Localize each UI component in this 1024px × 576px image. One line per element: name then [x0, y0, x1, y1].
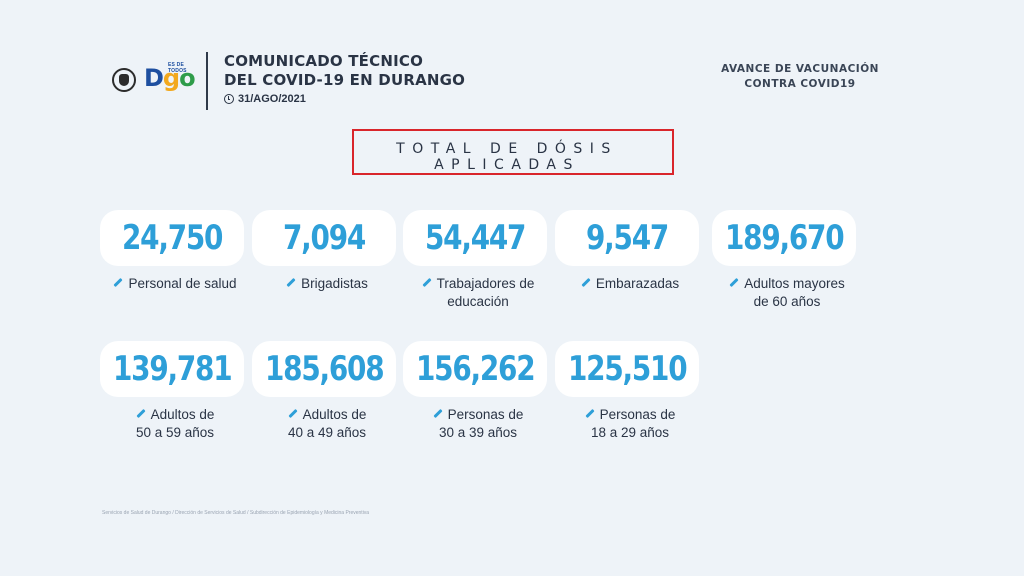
logos: Dgo ES DE TODOS — [112, 52, 196, 108]
syringe-icon — [286, 277, 296, 288]
stat-value: 24,750 — [121, 218, 223, 258]
stat-pill: 7,094 — [252, 210, 396, 266]
stat-label: Adultos de 40 a 49 años — [287, 407, 367, 440]
stat-label: Adultos de 50 a 59 años — [135, 407, 215, 440]
clock-icon — [224, 94, 234, 104]
section-title: TOTAL DE DÓSIS APLICADAS — [396, 141, 618, 173]
title-line-2: DEL COVID-19 EN DURANGO — [224, 71, 466, 89]
stat-pill: 185,608 — [252, 341, 396, 397]
stat-value: 185,608 — [264, 349, 385, 389]
stat-label: Personas de 30 a 39 años — [403, 406, 553, 442]
brand-word: Dgo — [144, 64, 196, 92]
syringe-icon — [432, 408, 443, 419]
stat-label: Adultos mayores de 60 años — [712, 275, 862, 311]
syringe-icon — [287, 408, 298, 419]
campaign-title-line-1: AVANCE DE VACUNACIÓN — [721, 63, 879, 75]
syringe-icon — [135, 408, 146, 419]
report-date: 31/AGO/2021 — [238, 93, 306, 105]
stat-pill: 54,447 — [403, 210, 547, 266]
section-highlight-box — [352, 129, 674, 175]
syringe-icon — [581, 277, 591, 288]
campaign-title-line-2: CONTRA COVID19 — [744, 78, 856, 90]
syringe-icon — [113, 277, 124, 288]
state-seal-icon — [112, 68, 136, 92]
stat-label: Brigadistas — [252, 275, 402, 293]
stat-value: 7,094 — [282, 218, 366, 258]
title-block: COMUNICADO TÉCNICO DEL COVID-19 EN DURAN… — [224, 52, 465, 105]
stat-label: Personas de 18 a 29 años — [555, 406, 705, 442]
stat-value: 156,262 — [415, 349, 536, 389]
stat-pill: 139,781 — [100, 341, 244, 397]
footer-credits: Servicios de Salud de Durango / Direcció… — [102, 510, 370, 516]
stat-label: Trabajadores de educación — [403, 275, 553, 311]
stat-pill: 156,262 — [403, 341, 547, 397]
header-divider — [206, 52, 208, 110]
syringe-icon — [584, 408, 595, 419]
stat-pill: 24,750 — [100, 210, 244, 266]
brand-tag: ES DE TODOS — [168, 62, 187, 74]
stat-value: 139,781 — [112, 349, 233, 389]
stat-value: 125,510 — [567, 349, 688, 389]
durango-logo: Dgo ES DE TODOS — [144, 60, 196, 100]
stat-label: Personal de salud — [100, 275, 250, 293]
syringe-icon — [729, 277, 739, 288]
stat-pill: 9,547 — [555, 210, 699, 266]
date-row: 31/AGO/2021 — [224, 93, 465, 105]
stat-label: Embarazadas — [555, 275, 705, 293]
title-line-1: COMUNICADO TÉCNICO — [224, 52, 424, 70]
stat-pill: 189,670 — [712, 210, 856, 266]
stat-value: 9,547 — [585, 218, 669, 258]
stat-pill: 125,510 — [555, 341, 699, 397]
stat-value: 189,670 — [724, 218, 845, 258]
stat-value: 54,447 — [424, 218, 526, 258]
header: Dgo ES DE TODOS COMUNICADO TÉCNICO DEL C… — [112, 52, 465, 110]
syringe-icon — [421, 277, 432, 288]
campaign-title: AVANCE DE VACUNACIÓN CONTRA COVID19 — [700, 62, 900, 92]
